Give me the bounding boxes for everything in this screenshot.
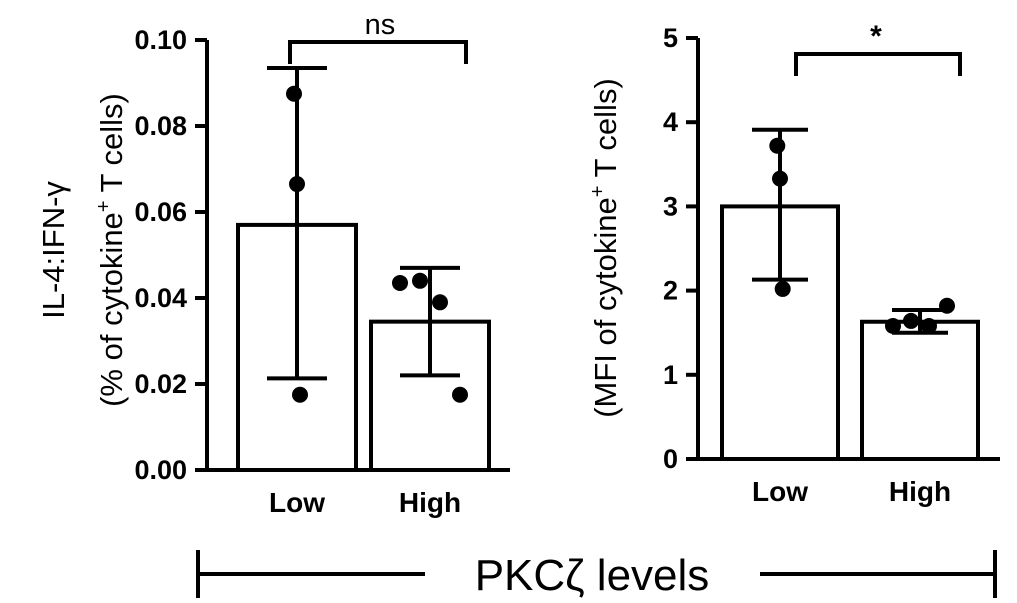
category-label-high: High	[399, 487, 461, 518]
data-point	[769, 137, 786, 154]
data-point	[432, 294, 448, 311]
footer-label: PKCζ levels	[475, 551, 710, 600]
y-tick-label: 0.10	[134, 25, 187, 55]
panel-mfi: 0 1 2 3 4 5 Low High * (MFI of cytokine+ T cells)	[587, 20, 1000, 507]
data-point	[903, 312, 919, 329]
data-point	[392, 274, 408, 291]
y-tick-label: 0.08	[134, 111, 187, 141]
category-label-low: Low	[752, 476, 808, 507]
y-tick-label: 0.00	[134, 455, 187, 485]
data-point	[452, 386, 468, 403]
data-point	[939, 297, 955, 314]
data-point	[921, 317, 937, 334]
y-tick-label: 0.02	[134, 369, 187, 399]
bar-high	[860, 319, 980, 461]
y-axis-label-line2: (% of cytokine+ T cells)	[93, 93, 129, 407]
y-tick-label: 2	[663, 276, 678, 306]
significance-bracket	[794, 52, 962, 76]
panel-il4-ifng-ratio: 0.00 0.02 0.04 0.06 0.08 0.10 Low High ns IL-4:IF…	[36, 9, 510, 518]
y-tick-label: 0.06	[134, 197, 187, 227]
y-tick-label: 1	[663, 360, 678, 390]
footer-bracket: PKCζ levels	[196, 550, 997, 600]
significance-bracket	[288, 40, 468, 64]
data-point	[292, 386, 308, 403]
data-point	[286, 85, 302, 102]
significance-label: *	[870, 20, 882, 53]
y-tick-label: 0.04	[134, 283, 187, 313]
data-point	[772, 170, 788, 187]
bar-low	[720, 204, 840, 461]
data-point	[412, 272, 428, 289]
y-tick-label: 5	[663, 23, 678, 53]
significance-label: ns	[365, 9, 396, 41]
y-tick-label: 4	[663, 107, 678, 137]
data-point	[289, 176, 305, 193]
data-point	[774, 280, 791, 297]
category-label-low: Low	[269, 487, 325, 518]
y-axis-label-line1: IL-4:IFN-γ	[36, 181, 71, 319]
y-axis-label: (MFI of cytokine+ T cells)	[587, 78, 623, 418]
y-tick-label: 0	[663, 444, 678, 474]
category-label-high: High	[889, 476, 951, 507]
data-point	[885, 317, 901, 334]
y-tick-label: 3	[663, 191, 678, 221]
